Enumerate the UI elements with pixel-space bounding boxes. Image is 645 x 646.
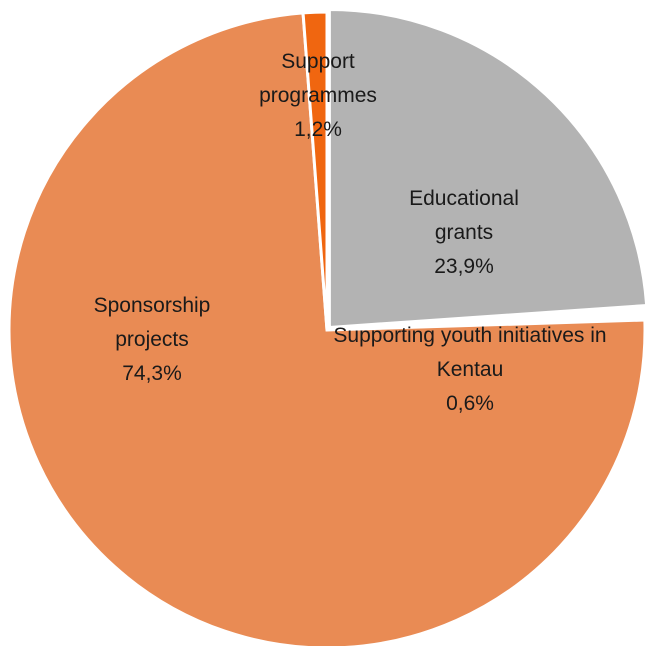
slice-label-line: 0,6% (446, 392, 494, 415)
slice-label-line: 74,3% (122, 362, 182, 385)
pie-slice-3 (7, 11, 645, 646)
slice-label-line: Kentau (437, 358, 504, 381)
slice-label-line: grants (435, 221, 493, 244)
slice-label-line: Educational (409, 187, 519, 210)
slice-label-1: Educational grants 23,9% (409, 187, 519, 278)
slice-label-4: Support programmes 1,2% (259, 50, 377, 141)
slice-label-line: Supporting youth initiatives in (333, 324, 606, 347)
slice-label-line: Sponsorship (94, 294, 211, 317)
slice-label-line: 1,2% (294, 118, 342, 141)
slice-label-line: programmes (259, 84, 377, 107)
slice-label-line: projects (115, 328, 189, 351)
pie-slice-4 (301, 10, 329, 331)
pie-slice-1 (327, 7, 645, 330)
slice-label-line: 23,9% (434, 255, 494, 278)
slice-label-3: Sponsorship projects 74,3% (94, 294, 211, 385)
slice-label-line: Support (281, 50, 355, 73)
slice-label-2: Supporting youth initiatives in Kentau 0,6… (333, 324, 606, 415)
